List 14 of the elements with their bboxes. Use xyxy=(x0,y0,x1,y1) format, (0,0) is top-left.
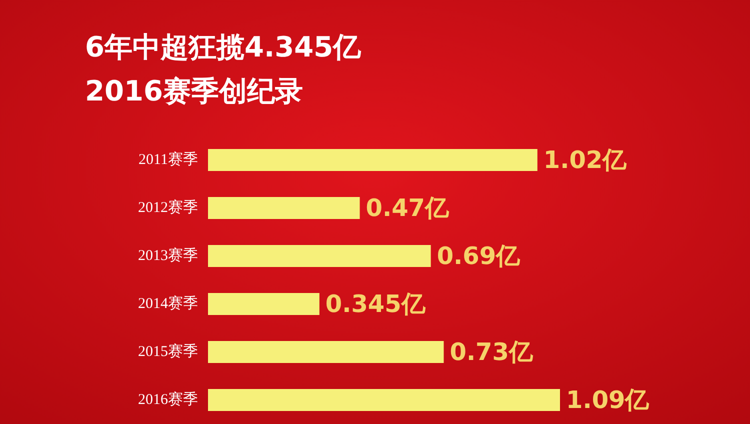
data-label: 1.02亿 xyxy=(543,146,628,174)
chart-title: 6年中超狂揽4.345亿 xyxy=(85,30,362,64)
chart-subtitle: 2016赛季创纪录 xyxy=(85,74,303,108)
y-tick-label: 2012赛季 xyxy=(138,199,198,216)
y-tick-label: 2013赛季 xyxy=(138,247,198,264)
data-label: 1.09亿 xyxy=(566,386,650,414)
data-label: 0.47亿 xyxy=(366,194,450,222)
y-tick-label: 2011赛季 xyxy=(138,151,198,168)
y-tick-label: 2016赛季 xyxy=(138,391,198,408)
data-label: 0.345亿 xyxy=(325,290,426,318)
data-label: 0.73亿 xyxy=(450,338,534,366)
data-label: 0.69亿 xyxy=(436,242,522,270)
y-tick-label: 2015赛季 xyxy=(138,343,198,360)
y-tick-label: 2014赛季 xyxy=(138,295,198,312)
